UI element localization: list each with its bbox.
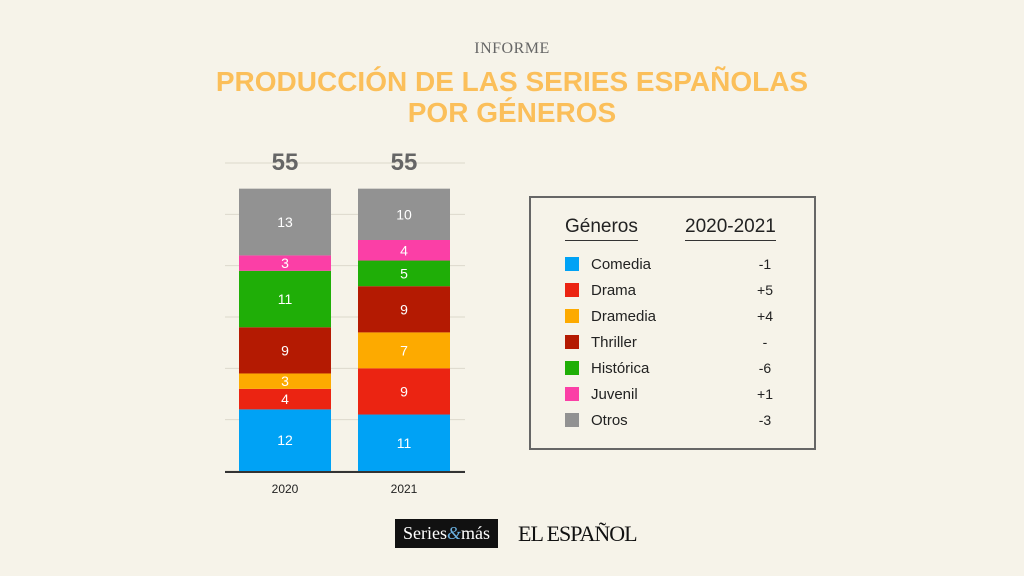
- bar-segment: [358, 240, 450, 261]
- data-label: 9: [400, 383, 408, 399]
- legend-change: -1: [758, 256, 772, 272]
- legend-swatch: [565, 361, 579, 375]
- total-label: 55: [272, 149, 299, 176]
- x-tick-label: 2021: [391, 482, 418, 496]
- bar-segment: [239, 388, 331, 410]
- bar-segment: [239, 255, 331, 271]
- data-label: 3: [281, 255, 289, 271]
- legend-label: Dramedia: [591, 307, 657, 325]
- el-espanol-logo: EL ESPAÑOL: [518, 520, 638, 546]
- bar-segment: [239, 270, 331, 328]
- legend-item: Juvenil +1: [565, 384, 805, 404]
- legend: Géneros 2020-2021 Comedia -1 Drama +5 Dramed…: [529, 196, 816, 450]
- legend-swatch: [565, 309, 579, 323]
- legend-item: Thriller -: [565, 332, 805, 352]
- legend-change: +1: [757, 386, 773, 402]
- legend-label: Juvenil: [591, 385, 638, 403]
- total-label: 55: [391, 149, 418, 176]
- legend-change: +5: [757, 282, 773, 298]
- data-label: 12: [277, 432, 293, 448]
- legend-item: Drama +5: [565, 280, 805, 300]
- data-label: 9: [281, 342, 289, 358]
- data-label: 4: [281, 391, 289, 407]
- data-label: 3: [281, 373, 289, 389]
- title-line: POR GÉNEROS: [407, 97, 617, 128]
- bar-segment: [358, 188, 450, 240]
- legend-change: -6: [758, 360, 772, 376]
- data-label: 9: [400, 301, 408, 317]
- series-y-mas-logo: Series&más: [395, 519, 499, 548]
- data-label: 7: [400, 342, 408, 358]
- legend-label: Drama: [591, 281, 637, 299]
- data-label: 10: [396, 206, 412, 222]
- bar-segment: [358, 332, 450, 369]
- legend-change: +4: [757, 308, 773, 324]
- bar-segment: [358, 286, 450, 333]
- legend-swatch: [565, 257, 579, 271]
- legend-header-genre: Géneros: [565, 216, 638, 241]
- legend-item: Otros -3: [565, 410, 805, 430]
- data-label: 11: [278, 291, 293, 307]
- legend-label: Comedia: [591, 255, 652, 273]
- legend-swatch: [565, 283, 579, 297]
- bar-segment: [358, 368, 450, 415]
- legend-change: -: [762, 334, 768, 350]
- legend-item: Dramedia +4: [565, 306, 805, 326]
- legend-swatch: [565, 413, 579, 427]
- legend-label: Otros: [591, 411, 628, 429]
- data-label: 5: [400, 265, 408, 281]
- data-label: 13: [277, 214, 293, 230]
- title-line: PRODUCCIÓN DE LAS SERIES ESPAÑOLAS: [215, 66, 809, 97]
- legend-label: Thriller: [591, 333, 637, 351]
- legend-swatch: [565, 335, 579, 349]
- legend-item: Comedia -1: [565, 254, 805, 274]
- logos: Series&más EL ESPAÑOL: [395, 519, 638, 548]
- bar-segment: [358, 414, 450, 471]
- bar-segment: [239, 409, 331, 471]
- bar-segment: [239, 188, 331, 256]
- data-label: 11: [397, 435, 412, 451]
- legend-header-change: 2020-2021: [685, 216, 776, 241]
- bar-segment: [358, 260, 450, 287]
- legend-swatch: [565, 387, 579, 401]
- kicker: INFORME: [474, 40, 550, 57]
- bar-segment: [239, 327, 331, 374]
- data-label: 4: [400, 242, 408, 258]
- legend-label: Histórica: [591, 359, 650, 377]
- legend-item: Histórica -6: [565, 358, 805, 378]
- x-tick-label: 2020: [272, 482, 299, 496]
- legend-change: -3: [758, 412, 772, 428]
- bar-segment: [239, 373, 331, 389]
- page-title: PRODUCCIÓN DE LAS SERIES ESPAÑOLAS POR GÉ…: [0, 66, 1024, 128]
